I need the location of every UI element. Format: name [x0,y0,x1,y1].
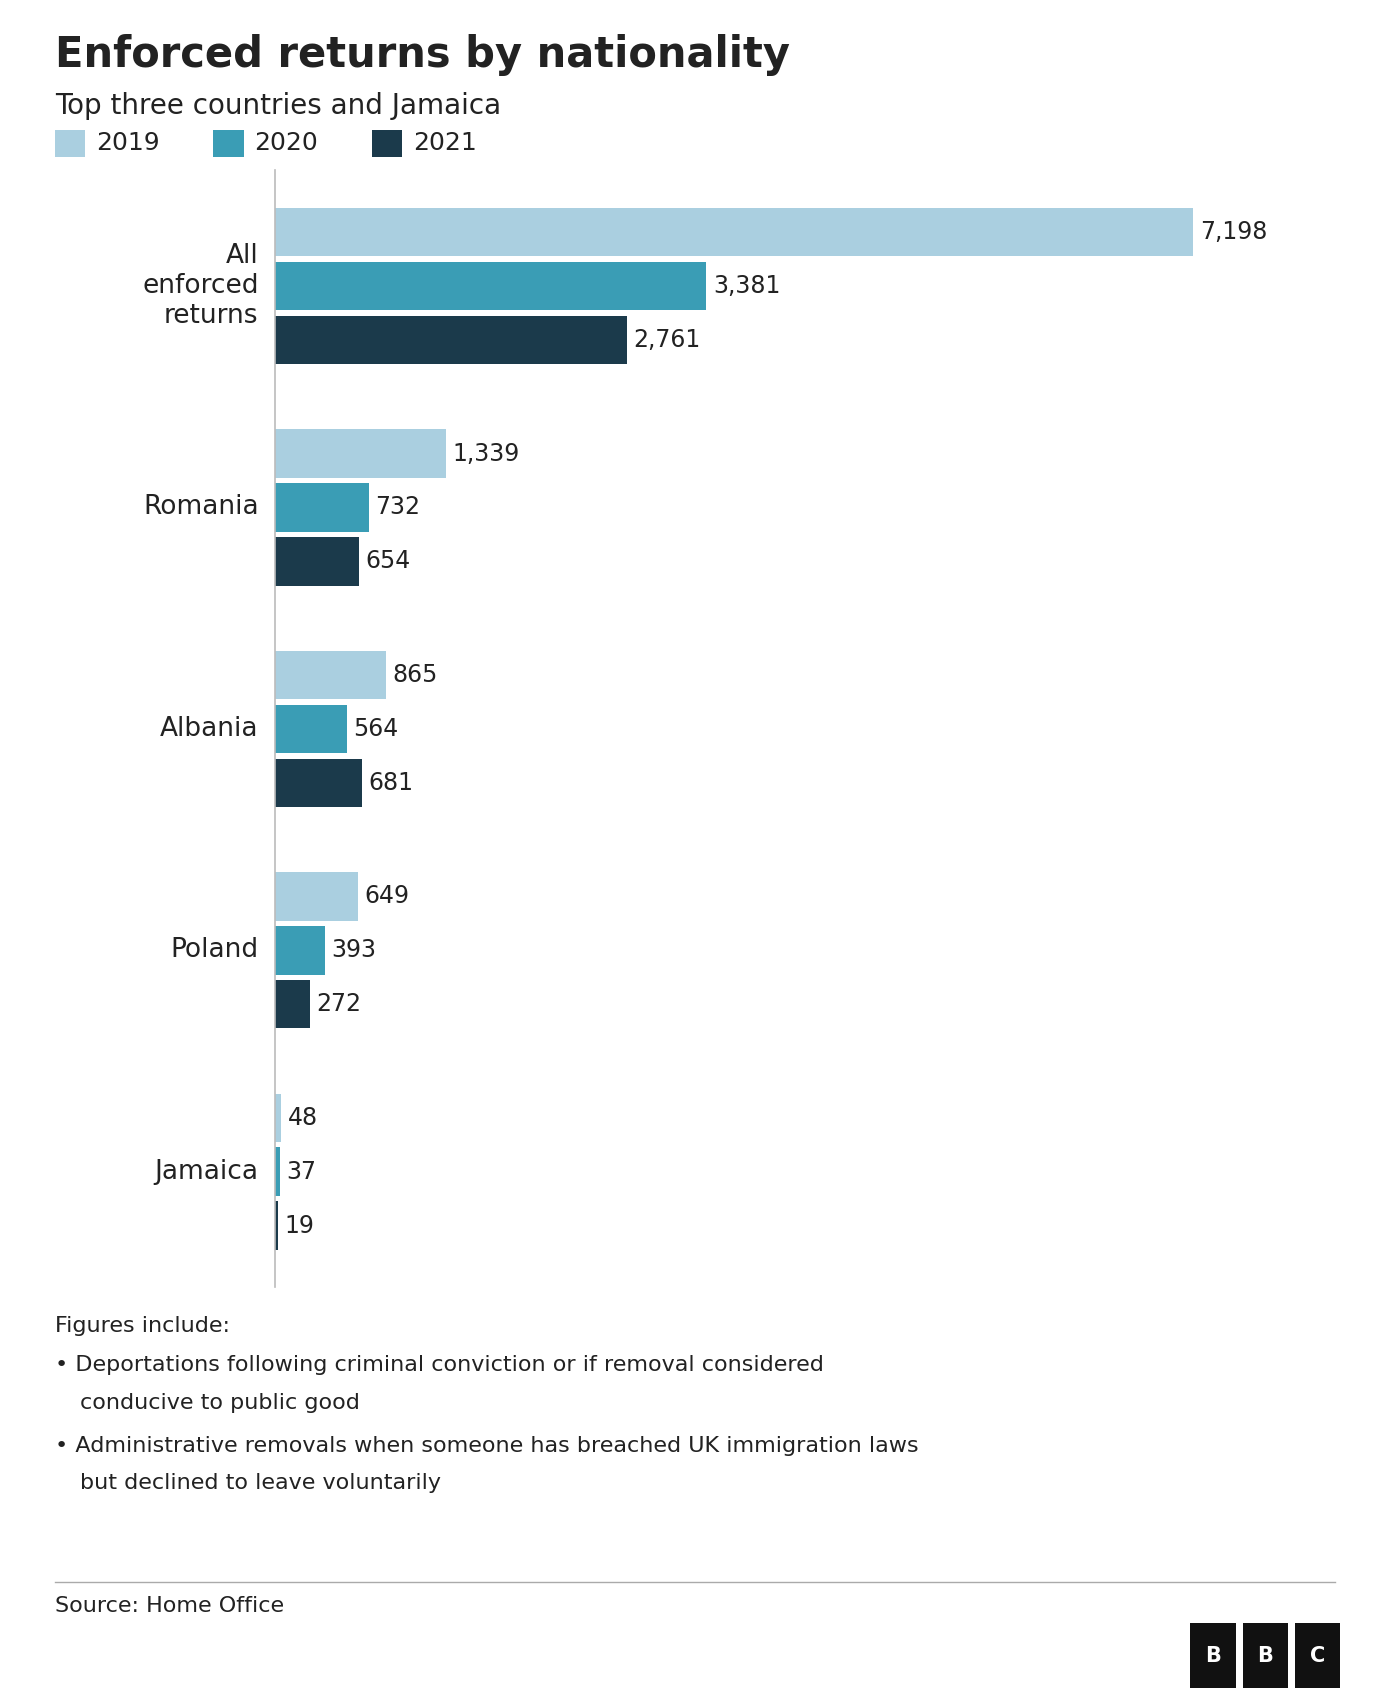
Bar [275,483,369,532]
Text: 865: 865 [392,663,438,687]
Bar [275,1147,279,1195]
Bar [275,430,446,477]
Text: conducive to public good: conducive to public good [80,1393,359,1413]
Text: 681: 681 [369,771,413,795]
Bar [275,704,347,754]
Text: 2,761: 2,761 [634,327,700,351]
Bar [275,208,1193,256]
Text: 19: 19 [283,1214,314,1238]
Bar [275,980,310,1028]
Text: C: C [1310,1645,1325,1666]
Text: • Administrative removals when someone has breached UK immigration laws: • Administrative removals when someone h… [55,1436,919,1456]
Text: 1,339: 1,339 [453,442,520,465]
Bar [275,759,362,806]
Text: Source: Home Office: Source: Home Office [55,1596,285,1616]
Bar [275,315,627,365]
Text: 649: 649 [365,885,409,909]
Text: 2020: 2020 [255,131,318,155]
Text: 2021: 2021 [413,131,476,155]
Text: 393: 393 [332,938,377,962]
Text: 732: 732 [374,496,420,520]
Text: Top three countries and Jamaica: Top three countries and Jamaica [55,92,501,119]
Bar [275,537,359,585]
Bar [275,873,358,921]
Text: 7,198: 7,198 [1200,220,1267,244]
Text: B: B [1205,1645,1221,1666]
Text: Enforced returns by nationality: Enforced returns by nationality [55,34,790,77]
Text: 654: 654 [365,549,410,573]
Text: • Deportations following criminal conviction or if removal considered: • Deportations following criminal convic… [55,1355,824,1376]
Text: B: B [1258,1645,1273,1666]
Bar [275,926,325,975]
Text: 272: 272 [316,992,362,1016]
Bar [275,1202,278,1250]
Bar [275,263,706,310]
Text: 2019: 2019 [96,131,160,155]
Text: 3,381: 3,381 [713,275,780,298]
Bar [275,651,385,699]
Text: 48: 48 [288,1107,318,1130]
Bar [275,1093,281,1142]
Text: but declined to leave voluntarily: but declined to leave voluntarily [80,1473,440,1494]
Text: 564: 564 [354,716,399,742]
Text: Figures include:: Figures include: [55,1316,230,1337]
Text: 37: 37 [286,1159,316,1183]
